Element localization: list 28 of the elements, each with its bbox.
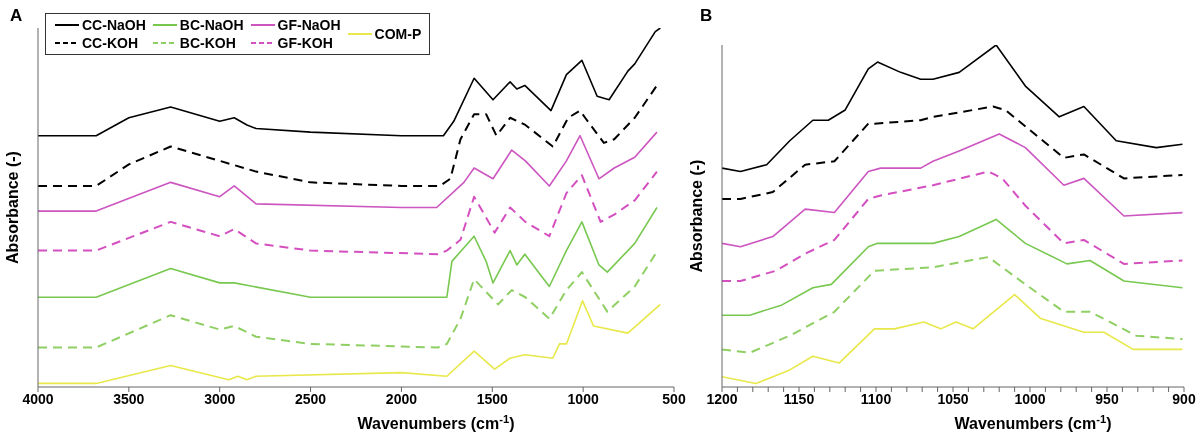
legend-label: GF-NaOH [277, 17, 341, 33]
x-tick-label: 900 [1172, 390, 1196, 407]
x-tick-label: 3000 [204, 390, 236, 407]
x-axis-title: Wavenumbers (cm$^{-1}$) [954, 413, 1112, 432]
x-tick-label: 2500 [294, 390, 327, 407]
x-tick-label: 1050 [937, 390, 969, 407]
x-tick-label: 1100 [860, 390, 892, 407]
legend-label: GF-KOH [277, 35, 333, 51]
chart-title: A [10, 6, 23, 26]
x-tick-label: 950 [1095, 390, 1119, 407]
x-tick-label: 1000 [567, 390, 599, 407]
y-axis-title: Absorbance (-) [688, 159, 705, 273]
legend-label: BC-KOH [179, 35, 236, 51]
x-tick-label: 1200 [706, 390, 738, 407]
legend-label: CC-NaOH [82, 17, 146, 33]
legend-label: CC-KOH [82, 35, 138, 51]
chart-title: B [700, 6, 713, 26]
x-axis-title: Wavenumbers (cm$^{-1}$) [357, 413, 515, 432]
legend-label: BC-NaOH [179, 17, 244, 33]
x-tick-label: 1000 [1014, 390, 1046, 407]
y-axis-title: Absorbance (-) [4, 151, 21, 264]
x-tick-label: 500 [662, 390, 686, 407]
x-tick-label: 2000 [385, 390, 418, 407]
legend-label: COM-P [374, 26, 422, 42]
x-tick-label: 4000 [22, 390, 54, 407]
x-tick-label: 1150 [783, 390, 815, 407]
x-tick-label: 1500 [476, 390, 509, 407]
x-tick-label: 3500 [113, 390, 145, 407]
